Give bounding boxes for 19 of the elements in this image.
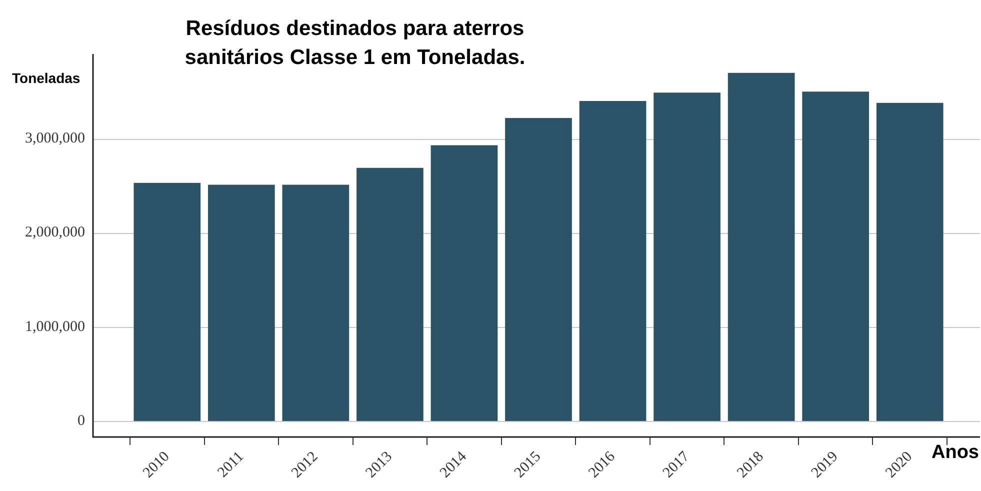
bar — [356, 168, 424, 422]
y-tick-label: 2,000,000 — [25, 224, 85, 241]
y-tick-label: 3,000,000 — [25, 130, 85, 147]
bar — [430, 145, 498, 422]
bar — [579, 101, 646, 422]
chart-title: Resíduos destinados para aterros sanitários Classe 1 em Toneladas. — [184, 16, 526, 69]
y-tick-label: 0 — [78, 412, 85, 429]
bar — [134, 182, 201, 422]
bar — [728, 72, 795, 422]
y-axis-title: Toneladas — [12, 70, 80, 86]
bar — [208, 184, 275, 422]
bar — [505, 118, 572, 422]
y-tick-label: 1,000,000 — [25, 318, 85, 335]
bar — [654, 92, 720, 422]
x-tick-label: 2011 — [214, 448, 248, 481]
bar — [282, 184, 350, 422]
x-axis-title: Anos — [932, 442, 979, 464]
bar — [802, 92, 870, 422]
bar — [876, 102, 944, 422]
